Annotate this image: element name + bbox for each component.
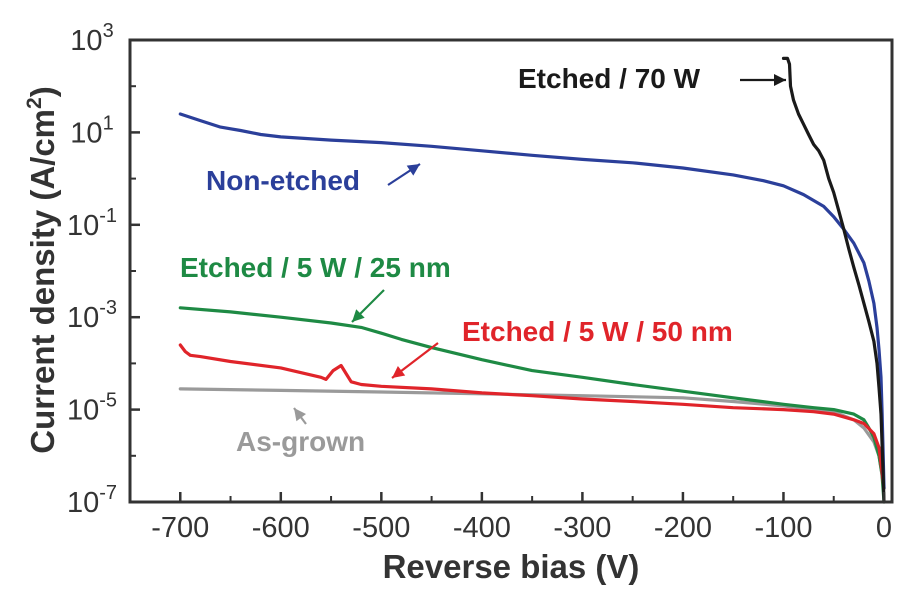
y-tick-label: 10-7 [67,482,117,519]
y-tick-label: 101 [70,112,113,149]
annotation-label-etched-5-w-50-nm: Etched / 5 W / 50 nm [462,316,733,347]
y-axis-title-sup: 2 [23,97,46,109]
annotation-arrowhead-etched-5-w-25-nm [352,309,365,322]
x-tick-label: -200 [654,512,712,544]
y-axis-title-main: Current density (A/cm [24,109,61,454]
series-line-as-grown [178,387,886,490]
x-tick-label: -700 [151,512,209,544]
axis-ticks: -700 -600 -500 -400 -300 -200 -100 0 10-7 10-5 10-… [67,20,892,544]
series-line-etched-5-w-50-nm [178,343,886,490]
data-series-group [178,56,886,504]
annotations-group: Etched / 70 W Non-etched Etched / 5 W / 25… [180,63,786,457]
annotation-arrowhead-etched-5-w-50-nm [392,366,406,378]
series-line-etched-70-w [781,56,886,504]
annotation-label-etched-5-w-25-nm: Etched / 5 W / 25 nm [180,252,451,283]
x-tick-label: -600 [252,512,310,544]
x-tick-label: -100 [754,512,812,544]
annotation-label-non-etched: Non-etched [206,165,360,196]
annotation-arrowhead-as-grown [294,408,306,422]
annotation-label-etched-70-w: Etched / 70 W [518,63,701,94]
annotation-arrowhead-non-etched [406,164,420,176]
series-line-non-etched [178,112,886,490]
x-axis-title: Reverse bias (V) [383,548,640,585]
x-tick-label: 0 [876,512,892,544]
annotation-label-as-grown: As-grown [236,426,365,457]
x-tick-label: -300 [553,512,611,544]
annotation-arrowhead-etched-70-w [774,74,786,86]
y-tick-label: 10-3 [67,297,117,334]
x-tick-label: -500 [352,512,410,544]
y-axis-title: Current density (A/cm2) [23,86,61,453]
y-axis-title-close: ) [24,86,61,97]
x-tick-label: -400 [453,512,511,544]
y-tick-label: 10-1 [67,205,117,242]
y-tick-label: 10-5 [67,390,117,427]
y-tick-label: 103 [70,20,113,57]
